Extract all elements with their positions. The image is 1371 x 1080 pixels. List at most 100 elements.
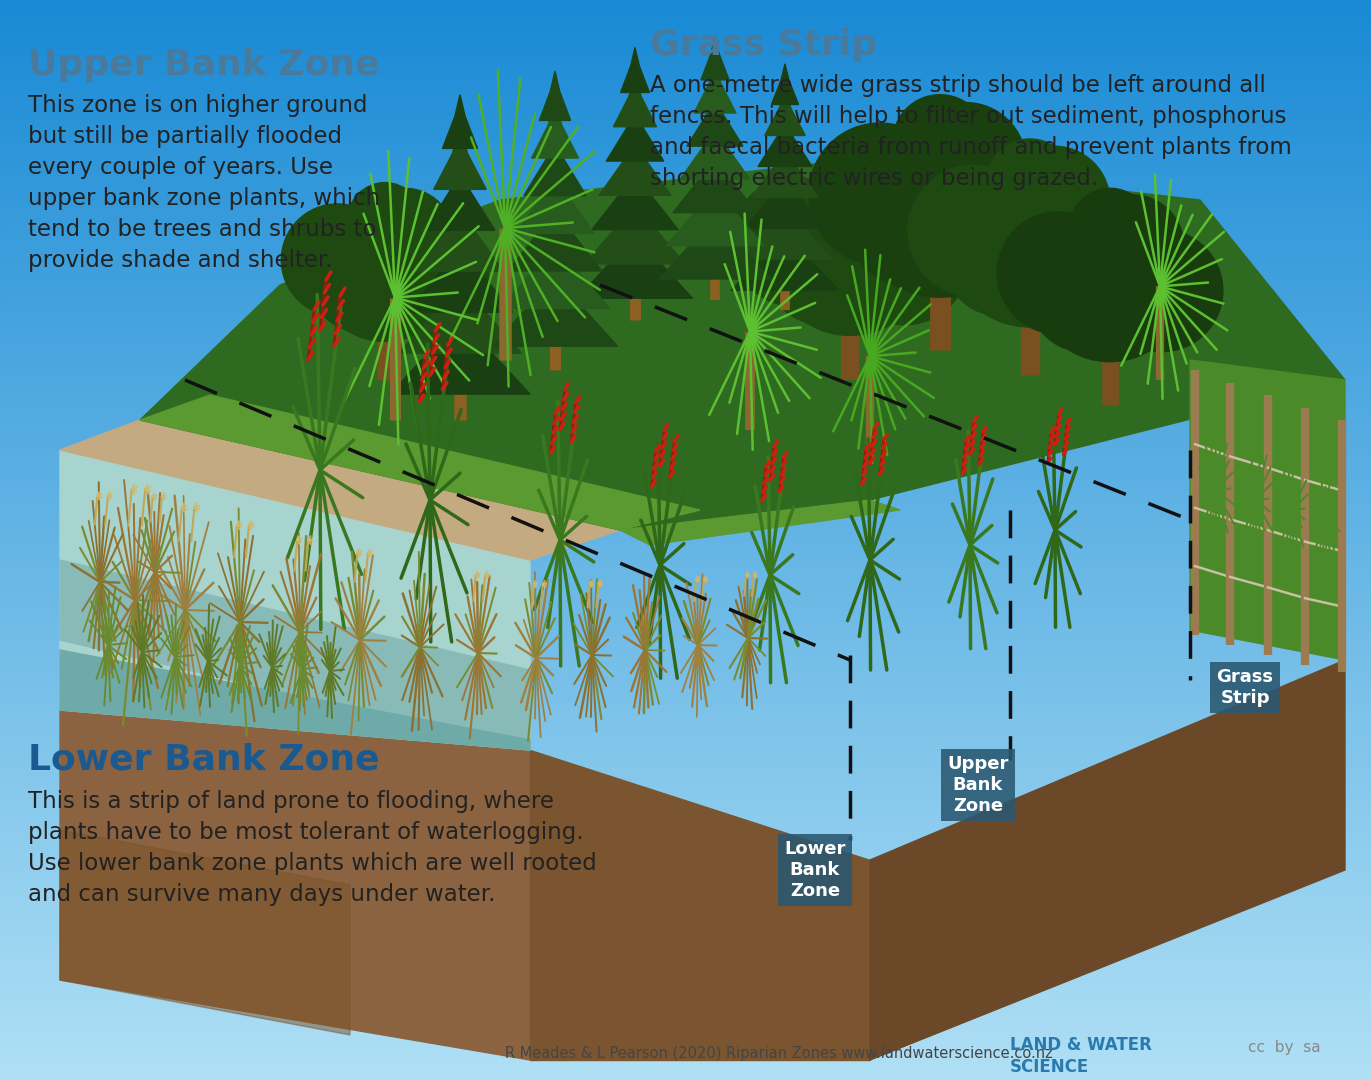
Polygon shape bbox=[60, 561, 531, 750]
Bar bbox=[0, 634, 1371, 638]
Bar bbox=[0, 295, 1371, 300]
Polygon shape bbox=[659, 206, 771, 279]
Bar bbox=[0, 483, 1371, 487]
Polygon shape bbox=[694, 65, 736, 113]
Bar bbox=[0, 316, 1371, 322]
Bar bbox=[0, 68, 1371, 73]
Bar bbox=[0, 410, 1371, 415]
Circle shape bbox=[281, 204, 393, 316]
Bar bbox=[0, 551, 1371, 555]
Bar bbox=[0, 810, 1371, 814]
Bar bbox=[0, 861, 1371, 865]
Bar bbox=[0, 32, 1371, 37]
Bar bbox=[0, 76, 1371, 80]
Bar bbox=[0, 256, 1371, 260]
Circle shape bbox=[945, 204, 1056, 315]
Bar bbox=[0, 429, 1371, 433]
Bar bbox=[0, 796, 1371, 800]
Polygon shape bbox=[492, 264, 617, 347]
Bar bbox=[0, 14, 1371, 19]
Bar bbox=[0, 208, 1371, 214]
Bar bbox=[0, 918, 1371, 922]
Bar bbox=[0, 259, 1371, 264]
Circle shape bbox=[906, 103, 1026, 222]
Bar bbox=[0, 205, 1371, 210]
Bar bbox=[0, 716, 1371, 721]
Polygon shape bbox=[620, 500, 899, 545]
Bar bbox=[0, 446, 1371, 451]
Bar bbox=[0, 338, 1371, 343]
Bar bbox=[0, 759, 1371, 765]
Bar bbox=[0, 252, 1371, 257]
Bar bbox=[0, 839, 1371, 843]
Bar bbox=[0, 1037, 1371, 1041]
Bar bbox=[0, 332, 1371, 336]
Bar bbox=[0, 327, 1371, 333]
Bar bbox=[0, 450, 1371, 455]
Bar bbox=[0, 770, 1371, 775]
Bar bbox=[0, 748, 1371, 754]
Bar bbox=[0, 713, 1371, 717]
Bar bbox=[0, 921, 1371, 927]
Bar bbox=[0, 191, 1371, 195]
Bar bbox=[0, 346, 1371, 350]
Text: LAND & WATER
SCIENCE: LAND & WATER SCIENCE bbox=[1010, 1036, 1152, 1076]
Bar bbox=[0, 386, 1371, 390]
Bar bbox=[0, 360, 1371, 365]
Text: Upper Bank Zone: Upper Bank Zone bbox=[27, 48, 380, 82]
Circle shape bbox=[1031, 247, 1134, 351]
Bar bbox=[0, 224, 1371, 228]
Polygon shape bbox=[621, 48, 650, 93]
Polygon shape bbox=[599, 135, 670, 195]
Circle shape bbox=[930, 144, 1071, 286]
Bar bbox=[0, 565, 1371, 570]
Bar bbox=[0, 548, 1371, 552]
Bar bbox=[0, 248, 1371, 253]
Bar bbox=[0, 936, 1371, 941]
Polygon shape bbox=[701, 37, 729, 80]
Bar bbox=[0, 832, 1371, 836]
Bar bbox=[0, 97, 1371, 102]
Bar bbox=[0, 856, 1371, 862]
Bar bbox=[0, 586, 1371, 592]
Circle shape bbox=[893, 95, 987, 189]
Bar bbox=[0, 440, 1371, 444]
Bar bbox=[0, 11, 1371, 15]
Bar bbox=[0, 111, 1371, 117]
Circle shape bbox=[818, 160, 928, 269]
Bar bbox=[0, 486, 1371, 490]
Bar bbox=[0, 864, 1371, 868]
Bar bbox=[0, 554, 1371, 559]
Bar bbox=[0, 954, 1371, 959]
Polygon shape bbox=[60, 420, 620, 561]
Text: R Meades & L Pearson (2020) Riparian Zones www.landwaterscience.co.nz: R Meades & L Pearson (2020) Riparian Zon… bbox=[505, 1047, 1053, 1061]
Bar bbox=[0, 710, 1371, 714]
Polygon shape bbox=[407, 234, 513, 312]
Polygon shape bbox=[577, 224, 692, 298]
Bar bbox=[0, 36, 1371, 41]
Bar bbox=[0, 162, 1371, 166]
Bar bbox=[0, 875, 1371, 879]
Circle shape bbox=[997, 212, 1119, 334]
Bar bbox=[0, 842, 1371, 847]
Bar bbox=[0, 270, 1371, 274]
Bar bbox=[0, 532, 1371, 538]
Circle shape bbox=[1032, 206, 1187, 362]
Bar bbox=[0, 569, 1371, 573]
Bar bbox=[0, 119, 1371, 123]
Bar bbox=[0, 116, 1371, 120]
Bar bbox=[0, 370, 1371, 376]
Bar bbox=[0, 612, 1371, 617]
Polygon shape bbox=[417, 200, 503, 271]
Polygon shape bbox=[60, 450, 531, 750]
Bar bbox=[0, 835, 1371, 840]
Bar bbox=[0, 288, 1371, 293]
Bar bbox=[0, 591, 1371, 595]
Text: This is a strip of land prone to flooding, where
plants have to be most tolerant: This is a strip of land prone to floodin… bbox=[27, 789, 596, 906]
Polygon shape bbox=[399, 270, 521, 353]
Polygon shape bbox=[584, 194, 686, 264]
Bar bbox=[0, 572, 1371, 577]
Bar bbox=[0, 414, 1371, 419]
Bar bbox=[0, 72, 1371, 77]
Polygon shape bbox=[871, 660, 1345, 1059]
